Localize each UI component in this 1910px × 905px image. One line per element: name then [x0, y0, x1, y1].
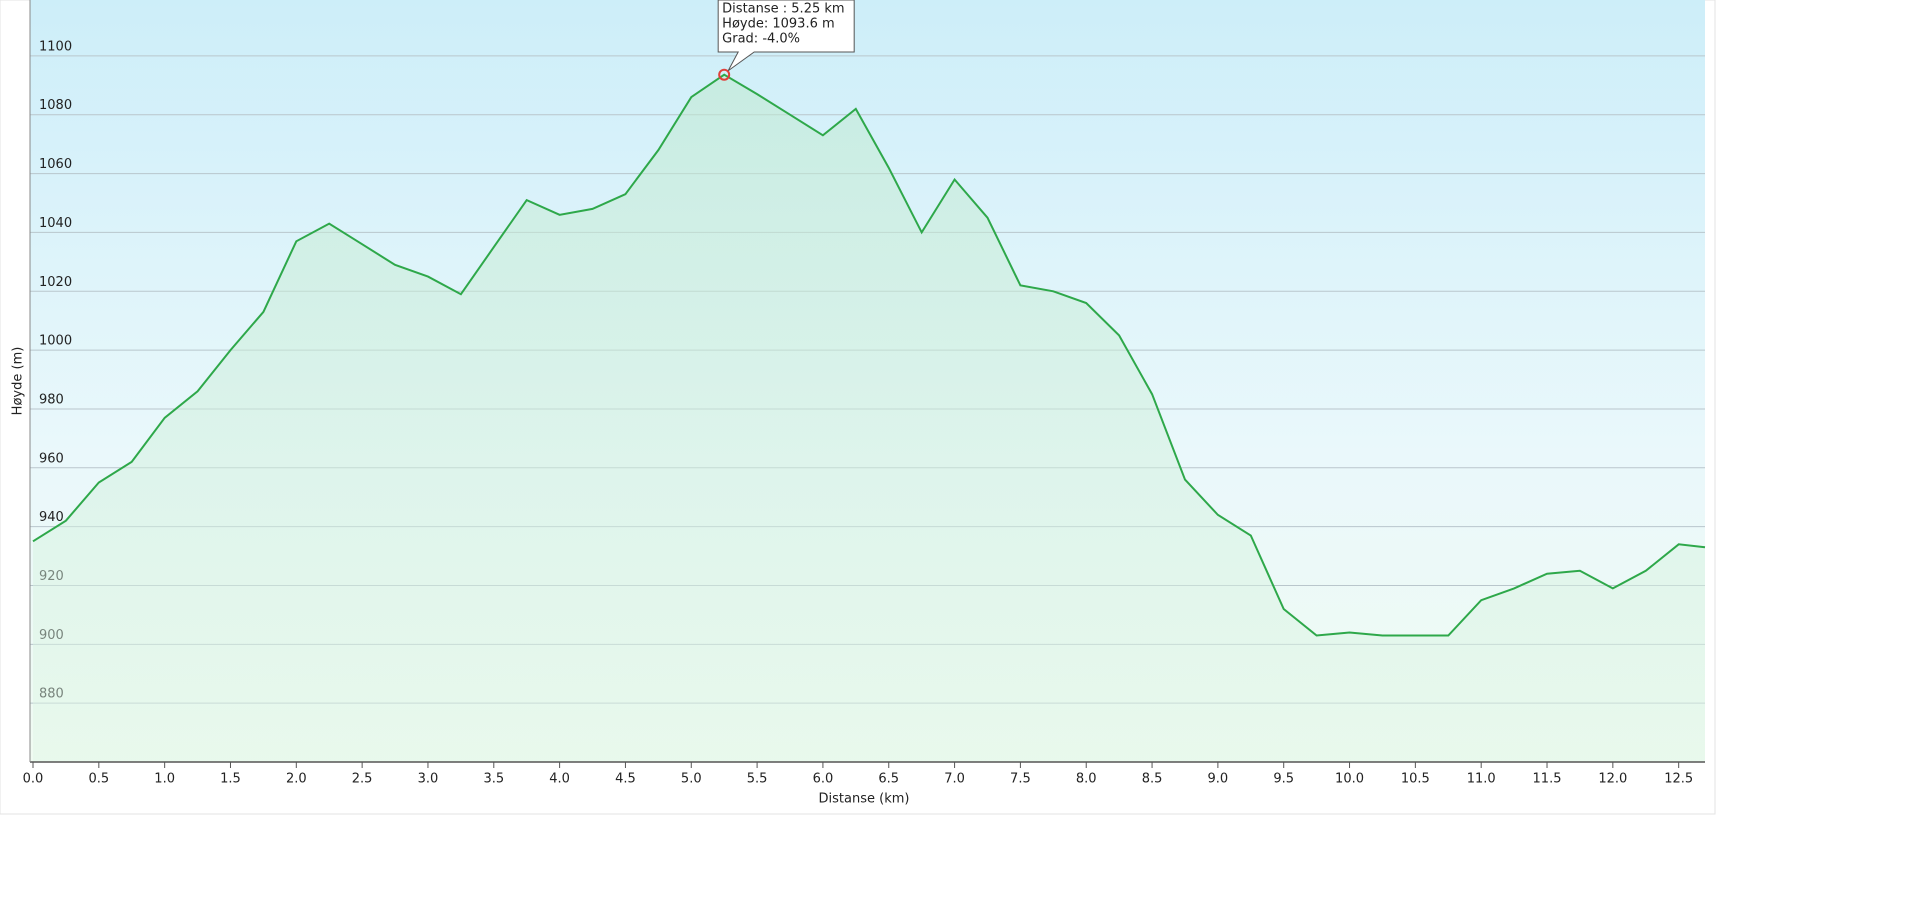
tooltip-line: Grad: -4.0%	[722, 32, 800, 47]
x-tick-label: 9.5	[1273, 772, 1294, 787]
x-tick-label: 0.5	[88, 772, 109, 787]
x-tick-label: 2.5	[352, 772, 373, 787]
x-tick-label: 6.0	[813, 772, 834, 787]
tooltip-line: Distanse : 5.25 km	[722, 2, 844, 17]
x-tick-label: 2.0	[286, 772, 307, 787]
x-tick-label: 4.5	[615, 772, 636, 787]
elevation-area	[33, 74, 1705, 762]
x-tick-label: 1.0	[154, 772, 175, 787]
x-tick-label: 7.0	[944, 772, 965, 787]
x-tick-label: 5.5	[747, 772, 768, 787]
x-tick-label: 6.5	[878, 772, 899, 787]
y-tick-label: 1060	[39, 157, 72, 172]
x-tick-label: 8.5	[1142, 772, 1163, 787]
y-tick-label: 960	[39, 451, 64, 466]
x-tick-label: 3.0	[418, 772, 439, 787]
x-tick-label: 0.0	[23, 772, 44, 787]
x-tick-label: 10.0	[1335, 772, 1364, 787]
x-tick-label: 5.0	[681, 772, 702, 787]
tooltip-box	[717, 0, 855, 72]
hover-marker	[718, 68, 731, 81]
x-tick-label: 4.0	[549, 772, 570, 787]
tooltip-line: Høyde: 1093.6 m	[722, 17, 834, 32]
y-axis-label: Høyde (m)	[11, 347, 26, 416]
x-tick-label: 8.0	[1076, 772, 1097, 787]
elevation-line	[32, 73, 1706, 637]
y-tick-label: 1040	[39, 216, 72, 231]
x-tick-label: 3.5	[483, 772, 504, 787]
x-tick-label: 10.5	[1401, 772, 1430, 787]
y-tick-label: 1080	[39, 98, 72, 113]
y-tick-label: 1020	[39, 275, 72, 290]
y-tick-label: 940	[39, 510, 64, 525]
x-tick-label: 12.0	[1598, 772, 1627, 787]
x-axis-label: Distanse (km)	[819, 792, 910, 807]
x-tick-label: 11.5	[1533, 772, 1562, 787]
x-tick-label: 9.0	[1208, 772, 1229, 787]
x-tick-label: 1.5	[220, 772, 241, 787]
x-tick-label: 11.0	[1467, 772, 1496, 787]
x-tick-label: 7.5	[1010, 772, 1031, 787]
y-tick-label: 1000	[39, 334, 72, 349]
x-tick-label: 12.5	[1664, 772, 1693, 787]
y-tick-label: 980	[39, 392, 64, 407]
y-tick-label: 1100	[39, 39, 72, 54]
